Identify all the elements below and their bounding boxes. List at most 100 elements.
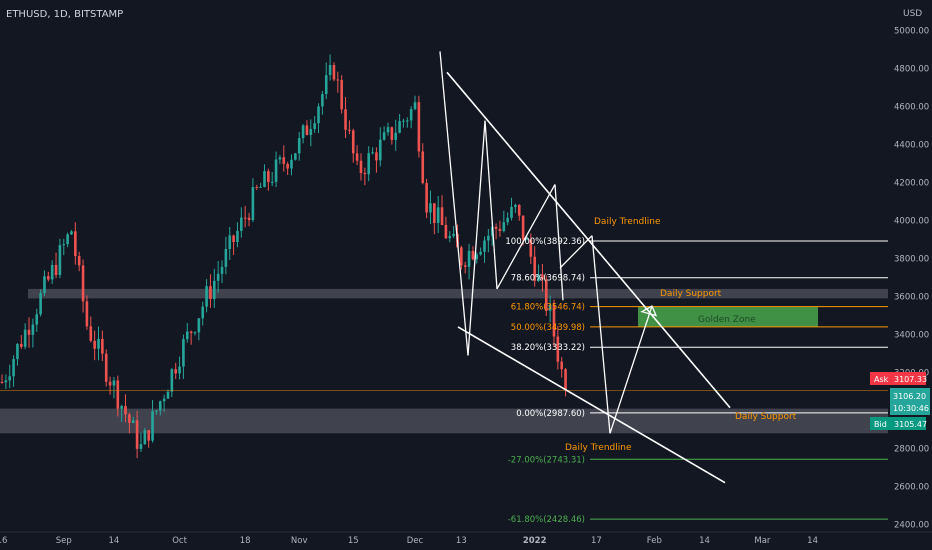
candle-body xyxy=(378,139,382,161)
candle-body xyxy=(270,181,274,183)
candle-body xyxy=(174,369,177,374)
candle-body xyxy=(297,138,301,154)
candle-body xyxy=(544,279,548,311)
fib-level-label: 0.00%(2987.60) xyxy=(516,409,585,419)
candle-body xyxy=(510,206,513,218)
price-tick-label: 4000.00 xyxy=(894,217,929,227)
candle-body xyxy=(490,226,494,236)
candle-body xyxy=(267,171,270,182)
time-tick-label: Dec xyxy=(407,536,424,546)
candle-body xyxy=(124,405,127,415)
candle-body xyxy=(386,127,390,133)
candle-body xyxy=(162,398,166,402)
candle-body xyxy=(31,324,35,335)
candle-body xyxy=(23,329,27,347)
candle-body xyxy=(143,430,147,445)
candle-body xyxy=(166,391,170,399)
candle-body xyxy=(8,376,12,381)
candle-body xyxy=(402,120,405,122)
time-tick-label: 15 xyxy=(348,536,359,546)
candle-body xyxy=(185,331,189,340)
ask-price-box xyxy=(870,372,926,385)
candle-body xyxy=(4,380,8,383)
price-axis[interactable]: USD 5000.00 4800.00 4600.00 4400.00 4200.00 4… xyxy=(894,9,929,531)
candle-body xyxy=(425,183,428,213)
candle-body xyxy=(344,109,347,130)
candle-body xyxy=(62,244,66,246)
candle-body xyxy=(108,381,112,386)
candle-body xyxy=(502,222,506,232)
candle-body xyxy=(112,380,116,386)
candle-body xyxy=(305,125,309,135)
fibonacci-levels: 100.00%(3892.36) 78.60%(3698.74) 61.80%(35… xyxy=(0,237,888,525)
candle-body xyxy=(533,256,536,281)
candle-body xyxy=(475,254,479,260)
candle-body xyxy=(205,286,208,307)
candle-body xyxy=(517,204,521,216)
fib-level-label: -61.80%(2428.46) xyxy=(508,515,585,525)
candle-body xyxy=(104,353,108,382)
candles xyxy=(0,54,567,459)
candle-body xyxy=(243,217,247,219)
candle-body xyxy=(216,273,220,281)
candle-body xyxy=(317,106,320,124)
candle-body xyxy=(421,151,425,184)
zigzag-segment xyxy=(467,120,486,356)
candle-body xyxy=(340,79,343,110)
candle-body xyxy=(213,280,216,300)
candle-body xyxy=(251,187,255,221)
ask-label: Ask xyxy=(874,375,889,384)
candle-body xyxy=(131,420,135,423)
daily-support-bottom-label: Daily Support xyxy=(735,412,797,422)
price-tick-label: 3600.00 xyxy=(894,293,929,303)
drawings xyxy=(439,51,731,484)
zigzag-segment xyxy=(496,184,556,290)
candle-body xyxy=(97,339,100,349)
daily-support-top-label: Daily Support xyxy=(660,289,722,299)
candle-body xyxy=(43,276,46,293)
candle-body xyxy=(409,109,413,121)
time-tick-label: Feb xyxy=(647,536,662,546)
price-tick-label: 3800.00 xyxy=(894,255,929,265)
candle-body xyxy=(147,430,150,441)
candle-body xyxy=(406,120,409,122)
price-tick-label: 2400.00 xyxy=(894,521,929,531)
zigzag-segment xyxy=(554,184,564,301)
candle-body xyxy=(89,326,93,341)
bar-countdown: 10:30:46 xyxy=(893,404,929,413)
price-tick-label: 3400.00 xyxy=(894,331,929,341)
ask-value: 3107.33 xyxy=(894,375,927,384)
candle-body xyxy=(332,65,336,80)
candle-body xyxy=(236,230,239,243)
candle-body xyxy=(286,163,289,169)
candle-body xyxy=(201,306,205,319)
time-axis[interactable]: 16 Sep 14 Oct 18 Nov 15 Dec 13 2022 17 Feb 14 Mar 14 xyxy=(0,531,932,546)
fib-level-label: 100.00%(3892.36) xyxy=(505,237,585,247)
candle-body xyxy=(336,79,340,81)
candle-body xyxy=(471,250,475,260)
support-zone xyxy=(28,288,888,299)
time-tick-label: 16 xyxy=(0,536,7,546)
projection-arrowhead xyxy=(640,305,658,317)
candle-body xyxy=(467,250,471,267)
candle-body xyxy=(351,130,355,154)
candle-body xyxy=(54,264,58,275)
candle-body xyxy=(170,369,174,392)
daily-trendline-bottom-label: Daily Trendline xyxy=(565,443,632,453)
price-tick-label: 2600.00 xyxy=(894,483,929,493)
fib-level-label: 78.60%(3698.74) xyxy=(511,274,585,284)
time-tick-label: 17 xyxy=(591,536,602,546)
candle-body xyxy=(460,247,463,266)
price-tick-label: 4400.00 xyxy=(894,141,929,151)
candle-body xyxy=(39,292,42,315)
candle-body xyxy=(35,314,39,325)
candle-body xyxy=(541,274,544,280)
candle-body xyxy=(263,171,266,187)
candle-body xyxy=(301,125,305,139)
candle-body xyxy=(560,361,563,370)
candle-body xyxy=(417,102,421,152)
time-tick-label: Nov xyxy=(291,536,308,546)
candle-body xyxy=(556,336,560,362)
